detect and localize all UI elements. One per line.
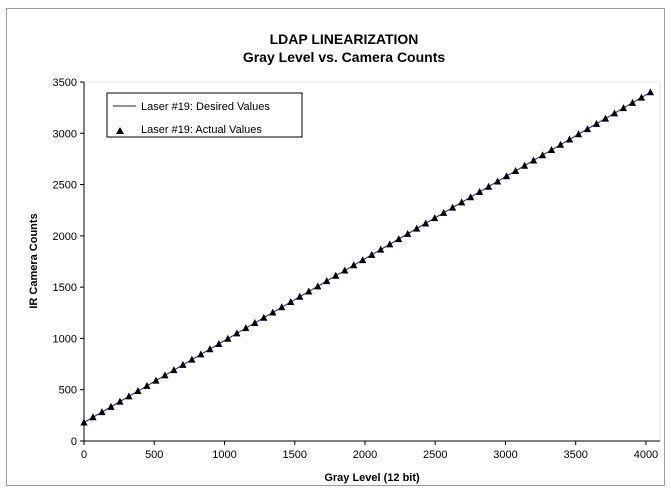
actual-value-point (431, 214, 439, 222)
actual-value-point (143, 381, 151, 389)
actual-value-point (188, 355, 196, 363)
actual-value-point (422, 219, 430, 227)
actual-value-point (556, 140, 565, 148)
y-tick-label: 0 (71, 436, 77, 448)
actual-value-point (646, 88, 655, 96)
actual-value-point (395, 235, 403, 243)
actual-value-point (89, 413, 97, 421)
actual-value-point (538, 151, 547, 159)
y-ticks: 0 500 1000 1500 2000 2500 3000 3500 (53, 77, 84, 448)
actual-value-point (610, 109, 619, 117)
actual-value-point (107, 402, 115, 410)
actual-value-point (502, 172, 511, 180)
actual-value-point (529, 156, 538, 164)
actual-value-point (215, 339, 223, 347)
actual-value-point (637, 93, 646, 101)
actual-value-point (242, 324, 250, 332)
actual-value-point (305, 287, 313, 295)
actual-value-point (467, 193, 475, 201)
actual-value-point (592, 119, 601, 127)
actual-value-point (574, 130, 583, 138)
actual-value-point (449, 203, 457, 211)
actual-value-point (583, 125, 592, 133)
actual-value-point (224, 334, 232, 342)
y-tick-label: 3500 (53, 77, 77, 89)
actual-value-point (404, 229, 412, 237)
actual-value-point (323, 277, 331, 285)
legend-marker-sample (116, 127, 124, 134)
actual-value-point (493, 177, 502, 185)
actual-value-point (251, 318, 259, 326)
actual-value-point (260, 313, 268, 321)
x-tick-label: 500 (145, 449, 163, 461)
actual-value-point (80, 418, 88, 426)
actual-value-point (161, 371, 169, 379)
y-axis-label: IR Camera Counts (28, 213, 40, 308)
y-tick-label: 1500 (53, 282, 77, 294)
actual-value-point (458, 198, 466, 206)
x-ticks: 0 500 1000 1500 2000 2500 3000 3500 4000 (81, 441, 658, 461)
actual-value-point (368, 250, 376, 258)
actual-value-point (511, 167, 520, 175)
actual-value-point (269, 308, 277, 316)
actual-value-point (233, 329, 241, 337)
actual-value-point (565, 135, 574, 143)
y-tick-label: 1000 (53, 333, 77, 345)
x-tick-label: 4000 (634, 449, 658, 461)
actual-value-point (440, 208, 448, 216)
actual-value-point (520, 161, 529, 169)
chart-title: LDAP LINEARIZATION (270, 31, 419, 47)
x-tick-label: 2500 (423, 449, 447, 461)
chart-subtitle: Gray Level vs. Camera Counts (243, 49, 446, 65)
actual-value-point (296, 292, 304, 300)
legend-label-desired: Laser #19: Desired Values (141, 101, 270, 113)
y-tick-label: 2500 (53, 180, 77, 192)
actual-value-point (278, 303, 286, 311)
actual-value-point (386, 240, 394, 248)
legend-box (106, 92, 303, 138)
x-tick-label: 2000 (353, 449, 377, 461)
actual-value-point (125, 392, 133, 400)
actual-value-point (314, 282, 322, 290)
actual-value-point (377, 245, 385, 253)
actual-value-point (98, 408, 106, 416)
actual-value-point (547, 146, 556, 154)
actual-value-point (179, 360, 187, 368)
x-tick-label: 0 (81, 449, 87, 461)
actual-value-point (152, 376, 160, 384)
actual-value-point (601, 114, 610, 122)
actual-value-point (628, 98, 637, 106)
y-tick-label: 2000 (53, 231, 77, 243)
actual-value-point (116, 397, 124, 405)
legend: Laser #19: Desired Values Laser #19: Act… (106, 92, 303, 138)
actual-value-point (332, 271, 340, 279)
x-tick-label: 3500 (563, 449, 587, 461)
y-tick-label: 500 (59, 385, 77, 397)
desired-values-line (83, 91, 651, 423)
actual-value-point (619, 104, 628, 112)
x-tick-label: 3000 (493, 449, 517, 461)
actual-value-point (476, 187, 484, 195)
actual-value-point (170, 366, 178, 374)
actual-value-point (197, 350, 205, 358)
actual-value-point (134, 387, 142, 395)
legend-label-actual: Laser #19: Actual Values (141, 124, 262, 136)
actual-value-point (350, 261, 358, 269)
y-tick-label: 3000 (53, 128, 77, 140)
actual-values-markers (80, 88, 655, 426)
x-tick-label: 1000 (212, 449, 236, 461)
x-axis-label: Gray Level (12 bit) (324, 472, 420, 484)
actual-value-point (413, 224, 421, 232)
x-tick-label: 1500 (282, 449, 306, 461)
actual-value-point (341, 266, 349, 274)
actual-value-point (206, 345, 214, 353)
actual-value-point (485, 182, 493, 190)
actual-value-point (359, 256, 367, 264)
actual-value-point (287, 298, 295, 306)
chart-frame (6, 8, 665, 486)
